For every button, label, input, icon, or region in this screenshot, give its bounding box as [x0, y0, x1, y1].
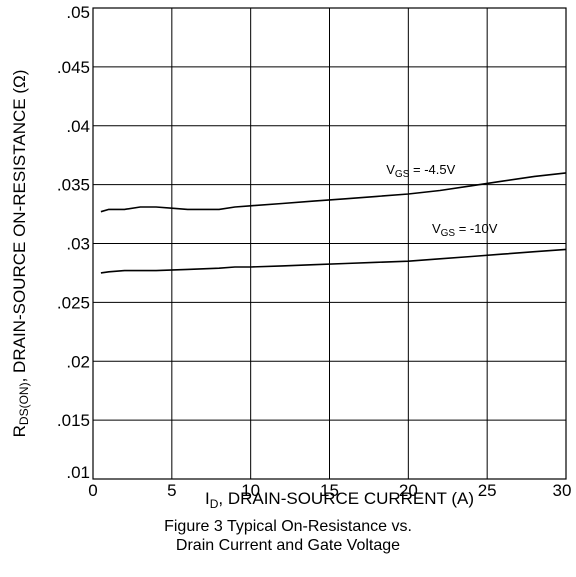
y-axis-label: RDS(ON), DRAIN-SOURCE ON-RESISTANCE (Ω): [10, 70, 31, 438]
figure-caption-line-1: Figure 3 Typical On-Resistance vs.: [164, 518, 412, 535]
x-tick-label: 15: [320, 481, 339, 500]
series-group: [100, 172, 567, 274]
y-tick-label: .035: [57, 176, 90, 195]
x-axis-label: ID, DRAIN-SOURCE CURRENT (A): [205, 489, 474, 511]
grid: [92, 7, 567, 480]
y-tick-label: .05: [66, 3, 90, 22]
x-tick-label: 20: [399, 481, 418, 500]
x-tick-label: 30: [553, 481, 572, 500]
series-labels: VGS = -4.5V VGS = -10V: [386, 162, 497, 239]
y-tick-label: .03: [66, 235, 90, 254]
tick-labels: 0 5 10 15 20 25 30 .01 .015 .02 .025 .03 .035 .04 .045…: [57, 3, 572, 500]
series-label-1: VGS = -4.5V: [386, 162, 455, 180]
y-tick-label: .045: [57, 58, 90, 77]
x-tick-label: 25: [478, 481, 497, 500]
y-tick-label: .04: [66, 117, 90, 136]
x-tick-label: 0: [88, 481, 97, 500]
y-tick-label: .02: [66, 352, 90, 371]
y-tick-label: .01: [66, 463, 90, 482]
series-line-2: [100, 248, 567, 274]
figure-caption-line-2: Drain Current and Gate Voltage: [175, 537, 401, 554]
series-line-1: [100, 172, 567, 213]
x-tick-label: 10: [241, 481, 260, 500]
series-label-2: VGS = -10V: [432, 221, 498, 239]
x-tick-label: 5: [167, 481, 176, 500]
y-tick-label: .015: [57, 411, 90, 430]
y-tick-label: .025: [57, 293, 90, 312]
